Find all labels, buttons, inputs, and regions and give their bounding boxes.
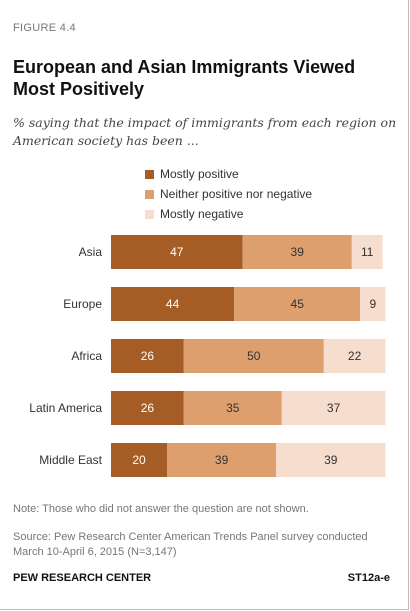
legend-item-mostly-negative: Mostly negative (145, 204, 312, 224)
bar-segment (111, 235, 243, 269)
legend-item-neither: Neither positive nor negative (145, 184, 312, 204)
bar-segment (111, 391, 184, 425)
chart-subtitle: % saying that the impact of immigrants f… (13, 115, 397, 148)
bar-value-label: 26 (141, 349, 155, 363)
bar-value-label: 44 (166, 297, 180, 311)
legend-swatch (145, 209, 154, 219)
bar-segment (183, 339, 324, 373)
bar-value-label: 22 (348, 349, 362, 363)
legend-label: Neither positive nor negative (160, 187, 313, 201)
bar-value-label: 11 (361, 245, 374, 259)
category-label: Middle East (39, 453, 102, 467)
bar-value-label: 47 (170, 245, 184, 259)
bar-segment (167, 443, 277, 477)
chart-source: Source: Pew Research Center American Tre… (13, 531, 368, 558)
bar-value-label: 50 (247, 349, 261, 363)
category-label: Europe (63, 297, 102, 311)
bar-value-label: 39 (291, 245, 305, 259)
bar-value-label: 39 (215, 453, 229, 467)
bar-segment (323, 339, 386, 373)
bar-value-label: 45 (291, 297, 305, 311)
footer-code: ST12a-e (347, 572, 390, 584)
bar-segment (111, 443, 167, 477)
bar-value-label: 20 (132, 453, 146, 467)
category-label: Asia (79, 245, 103, 259)
bar-segment (276, 443, 386, 477)
legend-label: Mostly positive (160, 167, 239, 181)
legend-item-mostly-positive: Mostly positive (145, 164, 312, 184)
chart-note: Note: Those who did not answer the quest… (13, 503, 309, 515)
category-label: Africa (71, 349, 102, 363)
category-label: Latin America (29, 401, 102, 415)
bar-segment (281, 391, 386, 425)
bar-value-label: 26 (141, 401, 155, 415)
legend-swatch (145, 169, 154, 179)
bar-segment (111, 287, 235, 321)
footer-org: PEW RESEARCH CENTER (13, 572, 152, 584)
bar-segment (183, 391, 282, 425)
bar-segment (234, 287, 361, 321)
bar-value-label: 37 (327, 401, 341, 415)
bar-segment (111, 339, 184, 373)
figure-label: FIGURE 4.4 (13, 22, 76, 34)
bar-segment (351, 235, 383, 269)
bar-value-label: 39 (324, 453, 338, 467)
bar-segment (242, 235, 352, 269)
legend-swatch (145, 189, 154, 199)
chart-title: European and Asian Immigrants Viewed Mos… (13, 57, 356, 99)
bar-value-label: 9 (369, 297, 376, 311)
legend: Mostly positive Neither positive nor neg… (145, 164, 312, 224)
bar-segment (360, 287, 386, 321)
legend-label: Mostly negative (160, 207, 244, 221)
bar-value-label: 35 (226, 401, 240, 415)
